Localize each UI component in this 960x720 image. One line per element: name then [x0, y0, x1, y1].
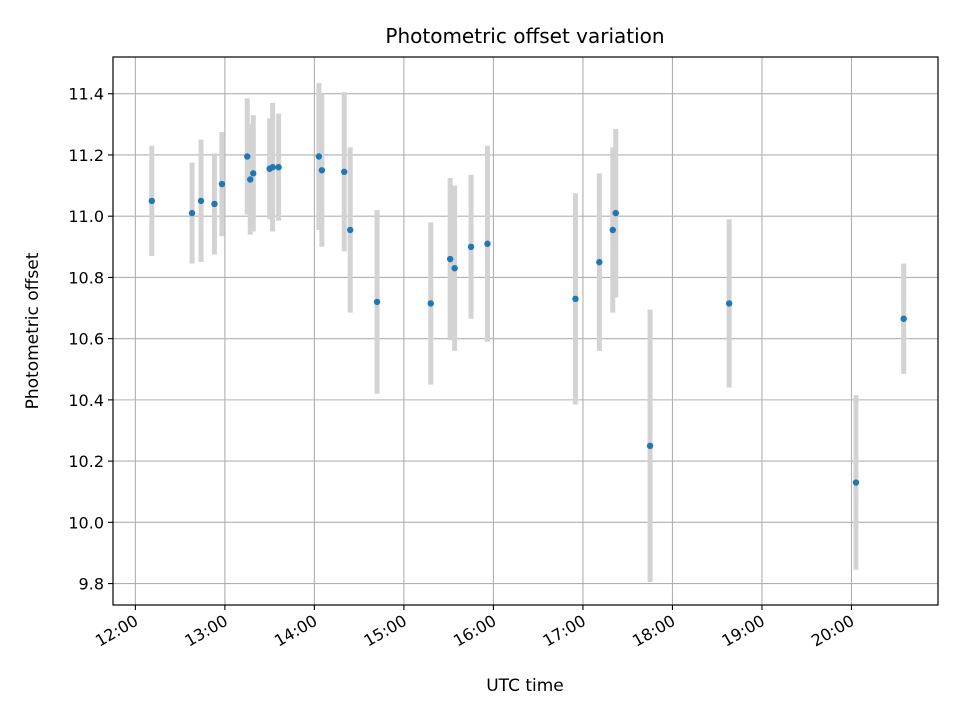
data-point — [244, 153, 251, 160]
data-point — [250, 170, 257, 177]
data-point — [347, 226, 354, 234]
grid — [113, 57, 938, 605]
y-tick-label: 10.8 — [68, 268, 104, 287]
x-tick-label: 12:00 — [92, 611, 141, 651]
y-axis-ticks: 9.8 10.0 10.2 10.4 10.6 10.8 11.0 11.2 11.4 — [68, 85, 113, 594]
data-point — [315, 153, 323, 160]
chart-title: Photometric offset variation — [385, 24, 664, 48]
data-point — [427, 300, 434, 307]
data-point — [484, 240, 491, 247]
data-point — [269, 164, 276, 171]
x-tick-label: 15:00 — [360, 611, 409, 651]
y-tick-label: 10.0 — [68, 513, 104, 532]
x-tick-label: 17:00 — [540, 611, 589, 651]
x-tick-label: 19:00 — [719, 611, 768, 651]
data-point — [197, 197, 205, 205]
data-point — [211, 200, 218, 208]
data-point — [318, 167, 326, 174]
data-point — [341, 168, 348, 176]
data-point — [596, 258, 603, 266]
y-tick-label: 10.2 — [68, 452, 104, 471]
data-point — [900, 315, 907, 322]
y-tick-label: 11.2 — [68, 146, 104, 165]
data-point — [467, 243, 475, 251]
data-points — [148, 153, 907, 486]
data-point — [646, 442, 654, 450]
data-point — [247, 176, 254, 183]
data-point — [725, 300, 733, 307]
y-tick-label: 9.8 — [79, 575, 104, 594]
error-bars — [149, 83, 907, 583]
plot-area-frame — [112, 56, 939, 606]
x-tick-label: 20:00 — [808, 611, 857, 651]
data-point — [609, 226, 616, 234]
x-axis-ticks: 12:00 13:00 14:00 15:00 16:00 17:00 18:00 19:00… — [92, 605, 857, 651]
data-point — [451, 265, 458, 272]
data-point — [148, 197, 155, 205]
x-axis-label: UTC time — [486, 676, 564, 696]
y-tick-label: 10.6 — [68, 330, 104, 349]
data-point — [188, 209, 196, 217]
data-point — [612, 209, 619, 217]
y-tick-label: 10.4 — [68, 391, 104, 410]
data-point — [446, 255, 454, 263]
y-axis-label: Photometric offset — [23, 252, 43, 409]
data-point — [373, 298, 381, 306]
y-tick-label: 11.4 — [68, 85, 104, 104]
data-point — [572, 295, 579, 303]
data-point — [852, 479, 860, 486]
data-point — [218, 180, 226, 188]
x-tick-label: 13:00 — [181, 611, 230, 651]
y-tick-label: 11.0 — [68, 207, 104, 226]
x-tick-label: 18:00 — [629, 611, 678, 651]
data-point — [275, 164, 282, 171]
x-tick-label: 14:00 — [271, 611, 320, 651]
x-tick-label: 16:00 — [450, 611, 499, 651]
